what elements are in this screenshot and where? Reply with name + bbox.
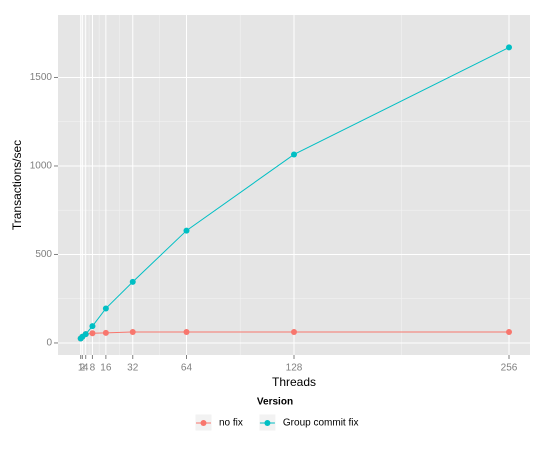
legend-label: no fix: [219, 418, 243, 429]
data-point: [291, 151, 297, 158]
data-point: [89, 323, 96, 330]
data-point: [89, 330, 96, 337]
data-point: [129, 328, 136, 335]
x-tick-label: 128: [286, 363, 303, 374]
x-tick-label: 1: [78, 363, 84, 374]
data-point: [129, 278, 136, 285]
y-axis-title: Transactions/sec: [10, 140, 24, 230]
legend-point: [200, 420, 207, 426]
x-tick-label: 16: [100, 363, 112, 374]
x-tick-label: 8: [90, 363, 96, 374]
y-tick-label: 1500: [30, 72, 53, 83]
data-point: [506, 328, 513, 335]
x-tick-label: 32: [127, 363, 139, 374]
data-point: [102, 305, 109, 312]
x-tick-label: 256: [501, 363, 518, 374]
data-point: [291, 328, 297, 335]
y-tick-label: 1000: [30, 161, 53, 172]
data-point: [82, 331, 89, 338]
grid: [58, 15, 530, 355]
data-point: [102, 329, 109, 336]
data-point: [506, 44, 513, 51]
data-point: [183, 227, 190, 234]
x-tick-label: 2: [80, 363, 86, 374]
x-axis-title: Threads: [272, 375, 316, 389]
y-tick-label: 0: [46, 338, 52, 349]
y-tick-label: 500: [35, 249, 52, 260]
legend-title: Version: [257, 397, 293, 408]
legend-label: Group commit fix: [283, 418, 359, 429]
x-tick-label: 64: [181, 363, 193, 374]
legend: no fix Group commit fix: [194, 413, 359, 432]
data-point: [183, 328, 190, 335]
legend-point: [264, 420, 271, 426]
x-tick-label: 4: [83, 363, 89, 374]
plot: [77, 44, 513, 342]
